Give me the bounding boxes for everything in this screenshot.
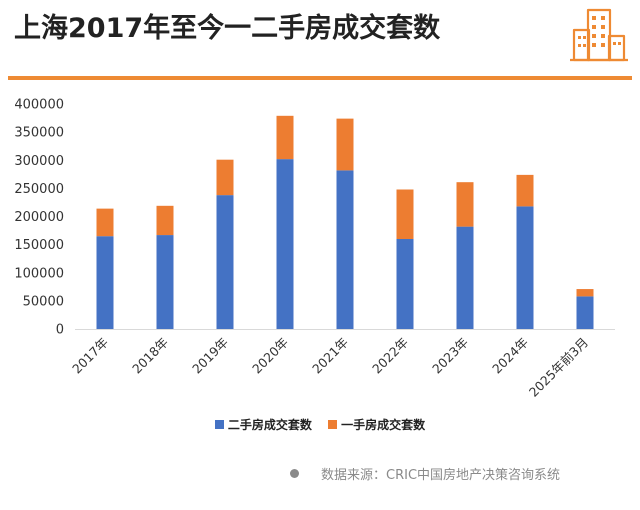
x-tick-label: 2021年 (309, 335, 351, 377)
bar-secondhand (516, 206, 534, 329)
bar-new (96, 208, 114, 237)
x-tick-label: 2019年 (189, 335, 231, 377)
x-tick-label: 2018年 (129, 335, 171, 377)
chart-title: 上海2017年至今一二手房成交套数 (14, 13, 441, 44)
bar-secondhand (336, 170, 354, 329)
legend-swatch-new (328, 420, 338, 429)
bar-new (396, 189, 414, 239)
legend-item-secondhand: 二手房成交套数 (214, 416, 312, 433)
legend-label-secondhand: 二手房成交套数 (227, 418, 312, 432)
bar-new (276, 115, 294, 160)
bar-new (516, 174, 534, 207)
bar-secondhand (456, 226, 474, 329)
bar-new (336, 118, 354, 171)
bar-new (576, 289, 594, 297)
x-tick-label: 2017年 (69, 335, 111, 377)
y-tick-label: 300000 (14, 154, 64, 169)
bar-new (456, 182, 474, 227)
y-tick-label: 400000 (14, 98, 64, 113)
legend-item-new: 一手房成交套数 (328, 416, 425, 433)
bar-secondhand (276, 159, 294, 329)
y-tick-label: 150000 (14, 238, 64, 253)
city-buildings-icon (570, 8, 628, 62)
x-tick-label: 2024年 (489, 335, 531, 377)
stacked-bar-chart: 0 50000 100000 150000 200000 250000 300000 3500… (14, 98, 615, 400)
chart-legend: 二手房成交套数 一手房成交套数 (0, 416, 640, 433)
bar-secondhand (576, 296, 594, 329)
y-tick-label: 0 (56, 323, 64, 338)
bar-secondhand (96, 236, 114, 329)
bullet-dot-icon (290, 469, 299, 478)
y-tick-label: 100000 (14, 266, 64, 281)
title-divider (8, 76, 632, 80)
y-tick-label: 50000 (23, 294, 64, 309)
source-note: 数据来源：CRIC中国房地产决策咨询系统 (290, 464, 560, 483)
x-tick-label: 2023年 (429, 335, 471, 377)
bar-new (156, 205, 174, 236)
bar-new (216, 159, 234, 196)
bar-secondhand (216, 195, 234, 329)
y-tick-label: 250000 (14, 182, 64, 197)
x-tick-label: 2022年 (369, 335, 411, 377)
bar-secondhand (396, 239, 414, 329)
x-tick-label: 2025年前3月 (526, 335, 591, 400)
source-label: 数据来源：CRIC中国房地产决策咨询系统 (321, 468, 561, 483)
bar-secondhand (156, 235, 174, 329)
legend-swatch-secondhand (214, 420, 224, 429)
y-tick-label: 200000 (14, 210, 64, 225)
legend-label-new: 一手房成交套数 (341, 418, 426, 432)
y-tick-label: 350000 (14, 126, 64, 141)
x-tick-label: 2020年 (249, 335, 291, 377)
